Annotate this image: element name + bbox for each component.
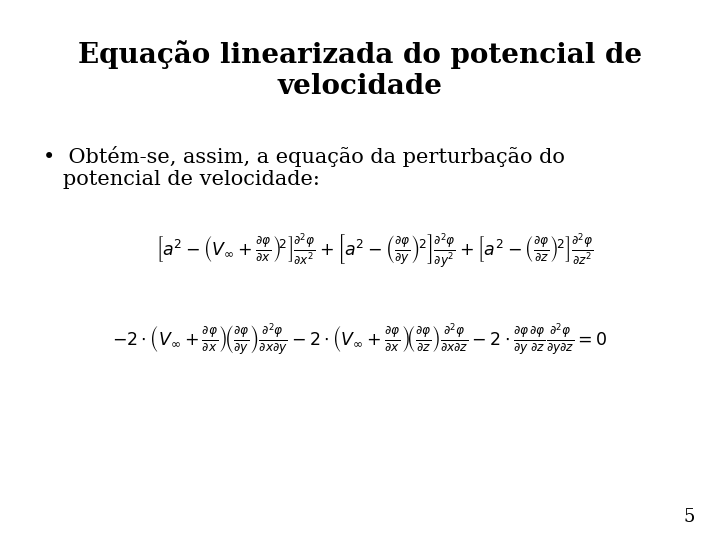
Text: velocidade: velocidade: [277, 73, 443, 100]
Text: Equação linearizada do potencial de: Equação linearizada do potencial de: [78, 40, 642, 69]
Text: potencial de velocidade:: potencial de velocidade:: [43, 170, 320, 189]
Text: $-2\cdot\left(V_{\infty}+\frac{\partial\varphi}{\partial x}\right)\!\left(\frac{: $-2\cdot\left(V_{\infty}+\frac{\partial\…: [112, 322, 608, 359]
Text: $\left[a^2-\left(V_{\infty}+\frac{\partial\varphi}{\partial x}\right)^{\!2}\righ: $\left[a^2-\left(V_{\infty}+\frac{\parti…: [156, 232, 593, 271]
Text: •  Obtém-se, assim, a equação da perturbação do: • Obtém-se, assim, a equação da perturba…: [43, 146, 565, 167]
Text: 5: 5: [683, 509, 695, 526]
